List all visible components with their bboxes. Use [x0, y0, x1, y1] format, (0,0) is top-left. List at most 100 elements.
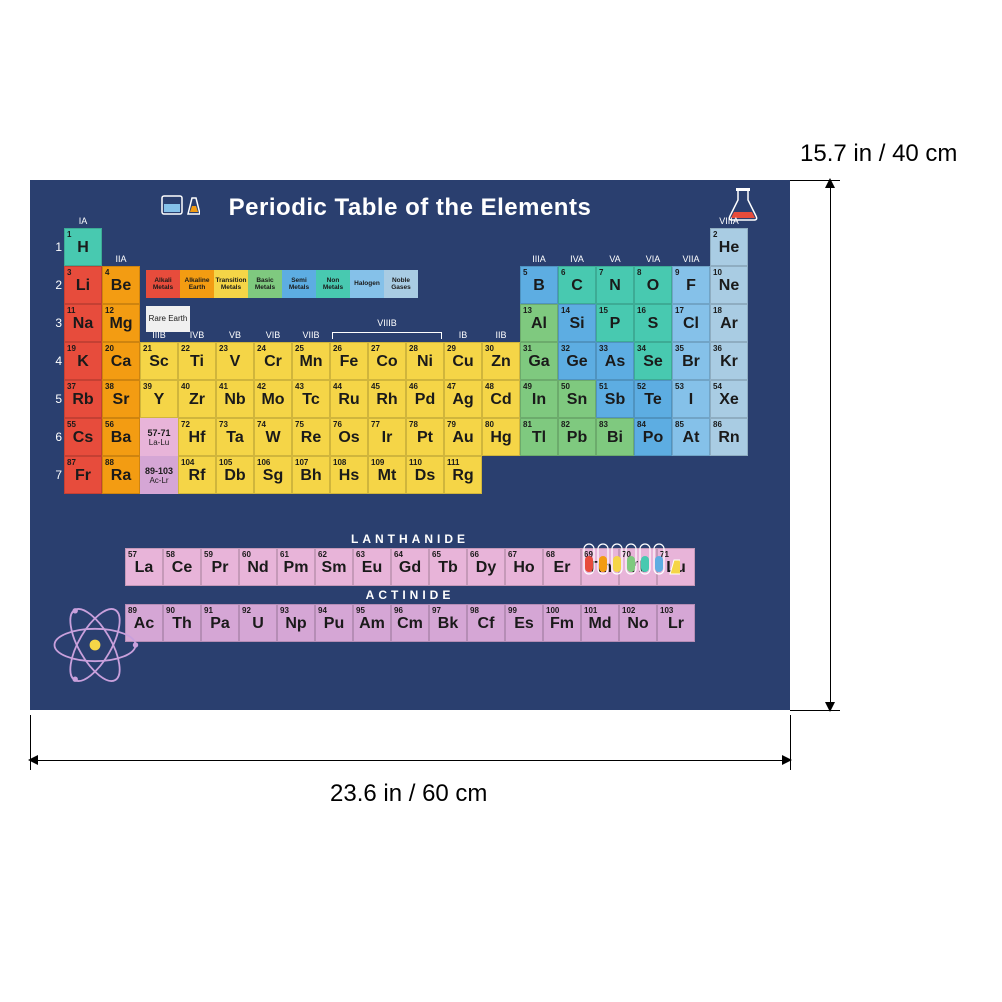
group-header: IIIA	[520, 254, 558, 264]
element-cell: 31Ga	[520, 342, 558, 380]
element-cell: 85At	[672, 418, 710, 456]
beaker-icon	[160, 188, 200, 218]
atom-icon	[50, 600, 140, 690]
element-cell: 14Si	[558, 304, 596, 342]
element-cell: 83Bi	[596, 418, 634, 456]
element-cell: 28Ni	[406, 342, 444, 380]
element-cell: 27Co	[368, 342, 406, 380]
element-cell: 12Mg	[102, 304, 140, 342]
element-cell: 97Bk	[429, 604, 467, 642]
element-cell: 67Ho	[505, 548, 543, 586]
element-cell: 108Hs	[330, 456, 368, 494]
period-number: 6	[48, 430, 62, 444]
element-cell: 9F	[672, 266, 710, 304]
width-tick-left	[30, 715, 31, 770]
element-cell: 10Ne	[710, 266, 748, 304]
period-number: 3	[48, 316, 62, 330]
element-cell: 18Ar	[710, 304, 748, 342]
element-cell: 57La	[125, 548, 163, 586]
height-label: 15.7 in / 40 cm	[800, 140, 957, 168]
element-cell: 11Na	[64, 304, 102, 342]
element-cell: 61Pm	[277, 548, 315, 586]
group-header: IVA	[558, 254, 596, 264]
group-header: VB	[216, 330, 254, 340]
element-cell: 24Cr	[254, 342, 292, 380]
element-cell: 109Mt	[368, 456, 406, 494]
element-cell: 81Tl	[520, 418, 558, 456]
element-cell: 52Te	[634, 380, 672, 418]
element-cell: 80Hg	[482, 418, 520, 456]
element-cell: 105Db	[216, 456, 254, 494]
group-header: VA	[596, 254, 634, 264]
element-cell: 29Cu	[444, 342, 482, 380]
legend-item: Alkali Metals	[146, 270, 180, 298]
element-cell: 65Tb	[429, 548, 467, 586]
legend-item: Halogen	[350, 270, 384, 298]
test-tubes-icon	[580, 540, 680, 580]
element-cell: 19K	[64, 342, 102, 380]
element-cell: 99Es	[505, 604, 543, 642]
series-placeholder: 89-103Ac-Lr	[140, 456, 178, 494]
group-header: IB	[444, 330, 482, 340]
group-header: VIIIA	[710, 216, 748, 226]
element-cell: 45Rh	[368, 380, 406, 418]
element-cell: 76Os	[330, 418, 368, 456]
element-cell: 79Au	[444, 418, 482, 456]
poster-title: Periodic Table of the Elements	[48, 194, 772, 222]
element-cell: 75Re	[292, 418, 330, 456]
width-tick-right	[790, 715, 791, 770]
group-header: VIA	[634, 254, 672, 264]
group-header: IIA	[102, 254, 140, 264]
element-cell: 32Ge	[558, 342, 596, 380]
period-number: 7	[48, 468, 62, 482]
element-cell: 53I	[672, 380, 710, 418]
period-number: 5	[48, 392, 62, 406]
element-cell: 110Ds	[406, 456, 444, 494]
group-header: VIIA	[672, 254, 710, 264]
legend-item: Non Metals	[316, 270, 350, 298]
period-number: 4	[48, 354, 62, 368]
group-header: IA	[64, 216, 102, 226]
legend-item: Semi Metals	[282, 270, 316, 298]
element-cell: 20Ca	[102, 342, 140, 380]
element-cell: 16S	[634, 304, 672, 342]
group-header: IIB	[482, 330, 520, 340]
element-cell: 59Pr	[201, 548, 239, 586]
element-cell: 3Li	[64, 266, 102, 304]
element-cell: 47Ag	[444, 380, 482, 418]
element-cell: 90Th	[163, 604, 201, 642]
element-cell: 96Cm	[391, 604, 429, 642]
element-cell: 6C	[558, 266, 596, 304]
element-cell: 103Lr	[657, 604, 695, 642]
element-cell: 82Pb	[558, 418, 596, 456]
element-cell: 8O	[634, 266, 672, 304]
element-cell: 74W	[254, 418, 292, 456]
element-cell: 56Ba	[102, 418, 140, 456]
element-cell: 101Md	[581, 604, 619, 642]
element-cell: 22Ti	[178, 342, 216, 380]
element-cell: 88Ra	[102, 456, 140, 494]
element-cell: 42Mo	[254, 380, 292, 418]
height-dim-line	[830, 180, 831, 710]
element-cell: 104Rf	[178, 456, 216, 494]
element-cell: 106Sg	[254, 456, 292, 494]
legend-item: Transition Metals	[214, 270, 248, 298]
element-cell: 43Tc	[292, 380, 330, 418]
group-header-viiib: VIIIB	[368, 318, 406, 328]
element-cell: 98Cf	[467, 604, 505, 642]
element-cell: 39Y	[140, 380, 178, 418]
rare-earth-label: Rare Earth	[146, 306, 190, 332]
element-cell: 48Cd	[482, 380, 520, 418]
element-cell: 86Rn	[710, 418, 748, 456]
element-cell: 41Nb	[216, 380, 254, 418]
element-cell: 44Ru	[330, 380, 368, 418]
element-cell: 95Am	[353, 604, 391, 642]
actinide-row: 89Ac90Th91Pa92U93Np94Pu95Am96Cm97Bk98Cf9…	[48, 604, 772, 642]
legend-item: Noble Gases	[384, 270, 418, 298]
element-grid: IAIIAIIIBIVBVBVIBVIIBIBIIBIIIAIVAVAVIAVI…	[64, 228, 788, 528]
element-cell: 1H	[64, 228, 102, 266]
element-cell: 77Ir	[368, 418, 406, 456]
element-cell: 38Sr	[102, 380, 140, 418]
element-cell: 111Rg	[444, 456, 482, 494]
element-cell: 84Po	[634, 418, 672, 456]
